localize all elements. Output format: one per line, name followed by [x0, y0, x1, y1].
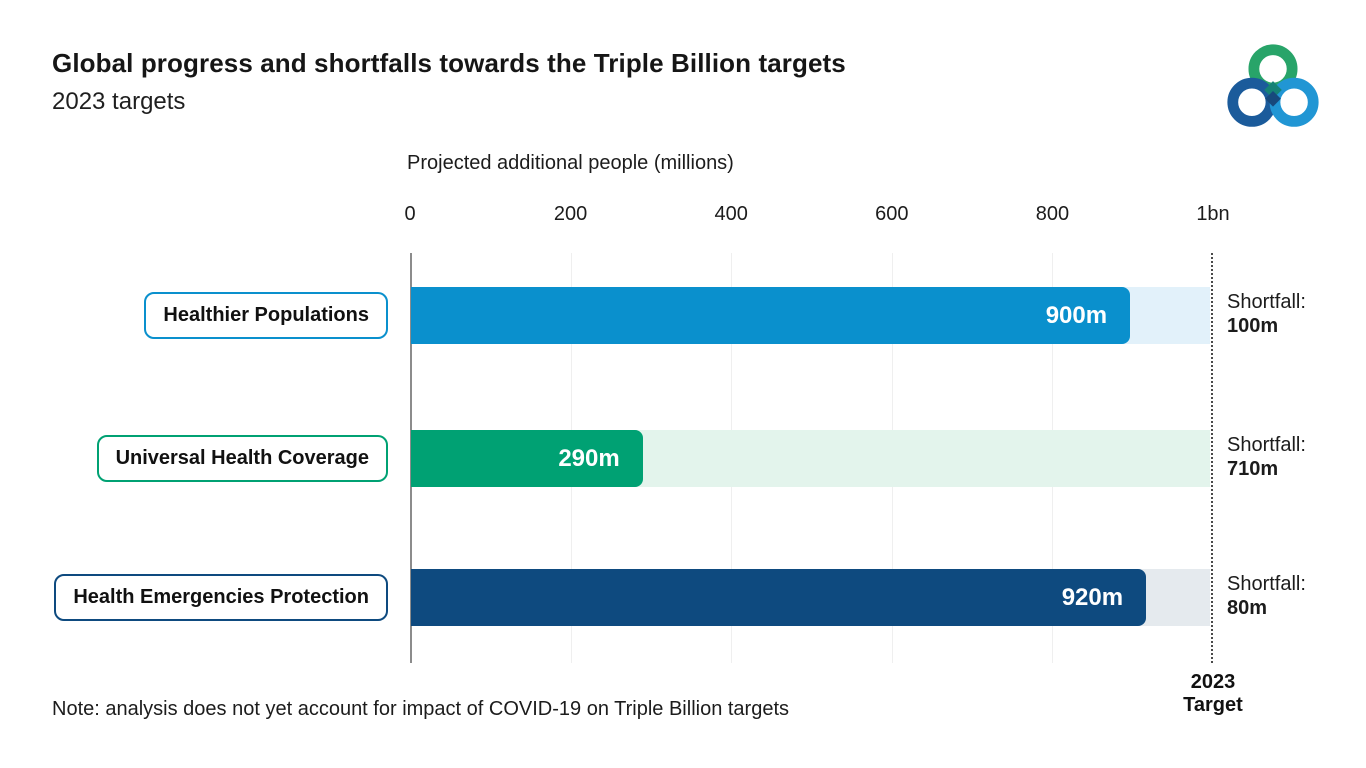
logo-ring-light-blue	[1269, 77, 1319, 127]
tick-label-600: 600	[875, 203, 909, 225]
target-year-line2: Target	[1183, 694, 1243, 716]
shortfall-annotation: Shortfall: 710m	[1227, 433, 1306, 481]
target-dotted-line	[1211, 253, 1213, 663]
target-year-label: 2023 Target	[1133, 671, 1293, 717]
progress-bar: 900m	[411, 287, 1131, 344]
tick-label-0: 0	[404, 203, 416, 225]
category-label-box: Health Emergencies Protection	[54, 574, 388, 621]
tick-label-200: 200	[553, 203, 588, 225]
footnote: Note: analysis does not yet account for …	[52, 698, 790, 720]
page-title: Global progress and shortfalls towards t…	[52, 48, 846, 78]
logo-diamond-teal	[1264, 81, 1282, 99]
shortfall-prefix: Shortfall:	[1227, 573, 1306, 595]
shortfall-annotation: Shortfall: 80m	[1227, 572, 1306, 620]
shortfall-annotation: Shortfall: 100m	[1227, 290, 1306, 338]
category-label-box: Universal Health Coverage	[96, 435, 388, 482]
shortfall-amount: 80m	[1227, 597, 1268, 619]
x-axis-title: Projected additional people (millions)	[407, 152, 734, 174]
tick-label-400: 400	[714, 203, 748, 225]
bar-value-label: 290m	[558, 445, 620, 472]
tick-label-1bn: 1bn	[1196, 203, 1230, 225]
page-subtitle: 2023 targets	[52, 88, 186, 115]
progress-bar: 920m	[411, 569, 1147, 626]
logo-ring-dark-blue	[1227, 77, 1277, 127]
shortfall-track: 290m	[411, 430, 1210, 487]
triple-billion-logo	[1227, 44, 1319, 127]
shortfall-amount: 100m	[1227, 315, 1279, 337]
shortfall-track: 900m	[411, 287, 1210, 344]
category-label-box: Healthier Populations	[144, 292, 388, 339]
bar-value-label: 900m	[1045, 302, 1108, 329]
bar-row-health-emergencies-protection: Health Emergencies Protection 920m Short…	[0, 569, 1366, 626]
shortfall-track: 920m	[411, 569, 1210, 626]
shortfall-prefix: Shortfall:	[1227, 291, 1306, 313]
bar-row-healthier-populations: Healthier Populations 900m Shortfall: 10…	[0, 287, 1366, 344]
target-year-line1: 2023	[1190, 671, 1236, 693]
bar-value-label: 920m	[1061, 584, 1124, 611]
shortfall-prefix: Shortfall:	[1227, 434, 1306, 456]
bar-row-universal-health-coverage: Universal Health Coverage 290m Shortfall…	[0, 430, 1366, 487]
logo-diamond-navy	[1265, 90, 1281, 107]
progress-bar: 290m	[411, 430, 643, 487]
shortfall-amount: 710m	[1227, 458, 1279, 480]
tick-label-800: 800	[1035, 203, 1070, 225]
x-axis-ticks: 0 200 400 600 800 1bn	[404, 203, 1229, 227]
